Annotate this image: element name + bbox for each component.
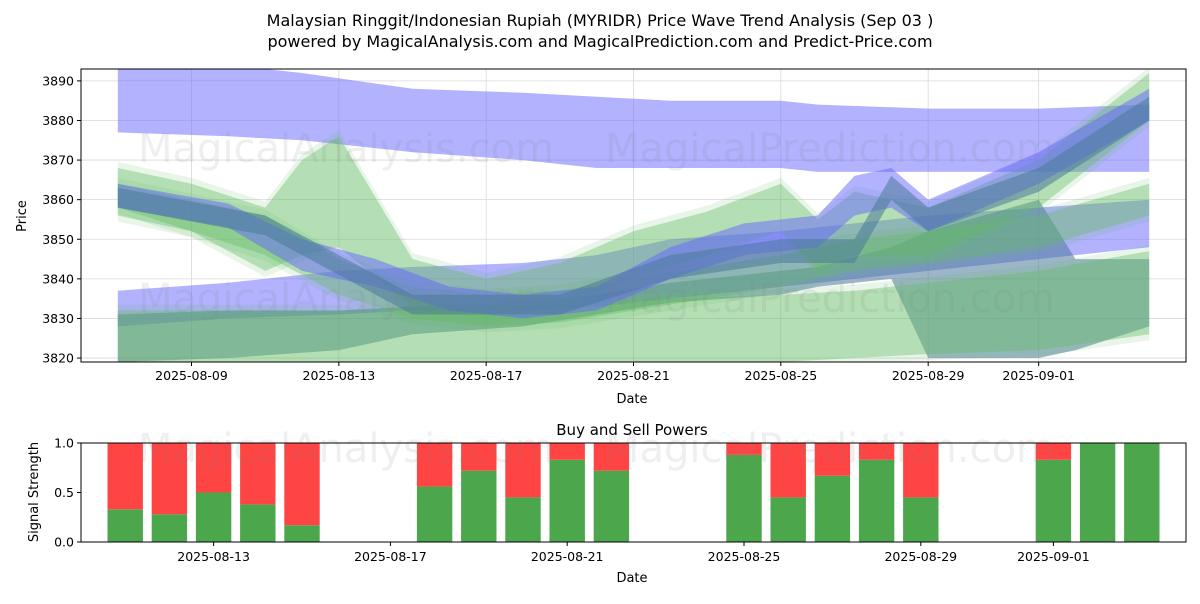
watermark: MagicalAnalysis.com bbox=[138, 426, 554, 472]
buy-bar bbox=[240, 504, 276, 542]
x-tick-label: 2025-08-21 bbox=[597, 368, 670, 383]
x-tick-label: 2025-08-13 bbox=[177, 549, 250, 564]
sell-bar bbox=[151, 443, 188, 515]
watermark: MagicalPrediction.com bbox=[605, 126, 1055, 172]
sell-bar bbox=[240, 443, 276, 505]
x-tick-label: 2025-08-29 bbox=[892, 368, 965, 383]
power-x-ticks: 2025-08-13 2025-08-17 2025-08-21 2025-08-25… bbox=[177, 542, 1090, 564]
watermark: MagicalAnalysis.com bbox=[138, 276, 554, 322]
chart-title-line1: Malaysian Ringgit/Indonesian Rupiah (MYR… bbox=[267, 11, 934, 30]
y-tick-label: 3870 bbox=[42, 153, 74, 168]
sell-bar bbox=[549, 443, 585, 460]
buy-bar bbox=[1035, 459, 1072, 542]
sell-bar bbox=[593, 443, 630, 471]
price-x-axis-label: Date bbox=[616, 392, 647, 407]
watermark: MagicalPrediction.com bbox=[605, 276, 1055, 322]
power-x-axis-label: Date bbox=[616, 571, 647, 586]
power-title: Buy and Sell Powers bbox=[556, 421, 708, 439]
x-tick-label: 2025-08-25 bbox=[745, 368, 818, 383]
sell-bar bbox=[726, 443, 762, 455]
y-tick-label: 3880 bbox=[42, 113, 74, 128]
buy-bar bbox=[814, 475, 851, 542]
buy-bar bbox=[284, 525, 320, 542]
price-bands bbox=[117, 69, 1150, 362]
buy-bar bbox=[416, 486, 453, 542]
power-y-axis-label: Signal Strength bbox=[27, 442, 42, 542]
trend-band-blue bbox=[117, 88, 1150, 319]
buy-bar bbox=[107, 509, 143, 542]
sell-bar bbox=[107, 443, 143, 510]
trend-band-dark bbox=[117, 199, 1150, 362]
y-tick-label: 3820 bbox=[42, 351, 74, 366]
buy-bar bbox=[505, 497, 541, 542]
sell-bar bbox=[284, 443, 320, 526]
x-tick-label: 2025-08-21 bbox=[531, 549, 604, 564]
x-tick-label: 2025-09-01 bbox=[1017, 549, 1090, 564]
x-tick-label: 2025-08-25 bbox=[708, 549, 781, 564]
buy-bar bbox=[151, 514, 188, 542]
power-bars bbox=[107, 443, 1160, 542]
y-tick-label: 3850 bbox=[42, 232, 74, 247]
power-watermarks: MagicalAnalysis.com MagicalPrediction.co… bbox=[138, 426, 1055, 472]
x-tick-label: 2025-08-29 bbox=[884, 549, 957, 564]
power-y-ticks: 0.0 0.5 1.0 bbox=[54, 436, 81, 550]
sell-bar bbox=[770, 443, 806, 498]
buy-bar bbox=[1079, 443, 1116, 542]
trend-band-dark bbox=[117, 96, 1150, 315]
buy-bar bbox=[195, 492, 232, 542]
price-y-axis-label: Price bbox=[15, 200, 30, 232]
sell-bar bbox=[461, 443, 497, 471]
watermark: MagicalPrediction.com bbox=[605, 426, 1055, 472]
y-tick-label: 1.0 bbox=[54, 436, 74, 451]
sell-bar bbox=[416, 443, 453, 487]
trend-band-green bbox=[117, 251, 1150, 362]
buy-bar bbox=[770, 497, 806, 542]
sell-bar bbox=[1035, 443, 1072, 460]
buy-bar bbox=[858, 459, 895, 542]
y-tick-label: 3830 bbox=[42, 311, 74, 326]
x-tick-label: 2025-08-17 bbox=[354, 549, 427, 564]
sell-bar bbox=[814, 443, 851, 476]
buy-bar bbox=[903, 497, 939, 542]
power-panel: Buy and Sell Powers MagicalAnalysis.com … bbox=[27, 421, 1187, 586]
y-tick-label: 3860 bbox=[42, 192, 74, 207]
watermark: MagicalAnalysis.com bbox=[138, 126, 554, 172]
sell-bar bbox=[195, 443, 232, 493]
sell-bar bbox=[903, 443, 939, 498]
x-tick-label: 2025-09-01 bbox=[1002, 368, 1075, 383]
y-tick-label: 3890 bbox=[42, 73, 74, 88]
trend-band-blue bbox=[117, 199, 1150, 327]
x-tick-label: 2025-08-13 bbox=[303, 368, 376, 383]
buy-bar bbox=[593, 470, 630, 542]
sell-bar bbox=[858, 443, 895, 460]
price-panel: MagicalAnalysis.com MagicalPrediction.co… bbox=[15, 68, 1187, 407]
chart-title-line2: powered by MagicalAnalysis.com and Magic… bbox=[267, 32, 932, 51]
buy-bar bbox=[549, 459, 585, 542]
y-tick-label: 0.0 bbox=[54, 535, 74, 550]
y-tick-label: 0.5 bbox=[54, 485, 74, 500]
buy-bar bbox=[726, 454, 762, 542]
trend-band-green bbox=[117, 73, 1150, 319]
buy-bar bbox=[461, 470, 497, 542]
buy-bar bbox=[1124, 443, 1160, 542]
price-x-ticks: 2025-08-09 2025-08-13 2025-08-17 2025-08-21… bbox=[155, 362, 1075, 383]
y-tick-label: 3840 bbox=[42, 271, 74, 286]
x-tick-label: 2025-08-17 bbox=[450, 368, 523, 383]
sell-bar bbox=[505, 443, 541, 498]
price-y-ticks: 3820 3830 3840 3850 3860 3870 3880 3890 bbox=[42, 73, 81, 366]
trend-band-echo bbox=[117, 245, 1150, 362]
trend-band-blue bbox=[117, 69, 1150, 172]
price-watermarks: MagicalAnalysis.com MagicalPrediction.co… bbox=[138, 126, 1055, 322]
x-tick-label: 2025-08-09 bbox=[155, 368, 228, 383]
